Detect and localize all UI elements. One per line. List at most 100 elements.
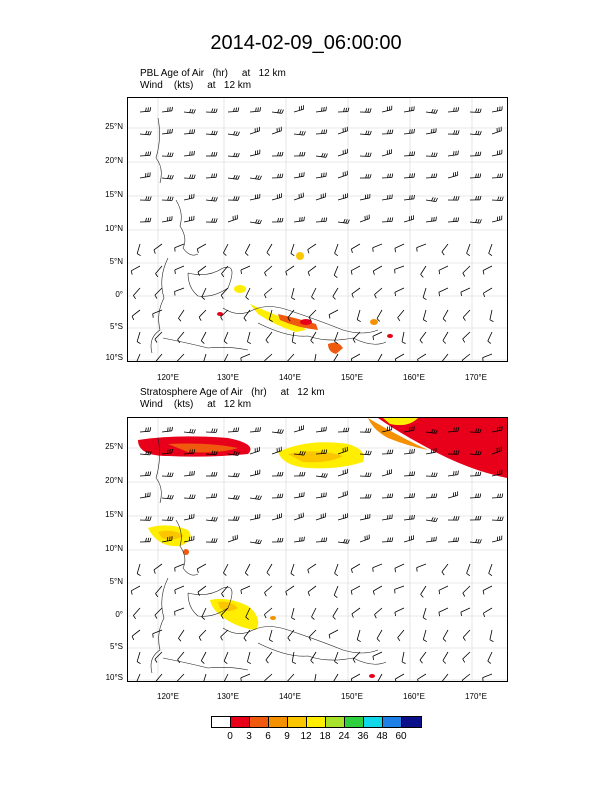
wind-barb: [271, 493, 284, 499]
wind-barb: [315, 537, 328, 543]
wind-barb: [183, 535, 195, 543]
wind-barb: [466, 243, 471, 257]
wind-barb: [271, 151, 284, 157]
air-patch: [300, 319, 312, 325]
wind-barb: [227, 174, 240, 180]
wind-barb: [183, 215, 195, 223]
wind-barb: [351, 243, 361, 253]
wind-barb: [469, 515, 482, 521]
wind-barb: [359, 193, 371, 201]
wind-barb: [271, 446, 282, 455]
wind-barb: [397, 629, 405, 642]
wind-barb: [161, 106, 173, 113]
wind-barb: [447, 130, 460, 135]
wind-barb: [397, 309, 405, 322]
wind-barb: [482, 353, 493, 361]
wind-barb: [337, 126, 348, 135]
wind-barb: [469, 493, 482, 499]
map-gridlines: [128, 98, 507, 361]
legend-swatch: [402, 717, 421, 727]
plot-title: 2014-02-09_06:00:00: [210, 32, 402, 54]
wind-barb: [381, 514, 393, 521]
wind-barb: [139, 217, 152, 223]
wind-barb: [438, 265, 449, 275]
wind-barb: [491, 493, 504, 499]
wind-barb: [315, 492, 327, 499]
wind-barb: [491, 173, 504, 179]
wind-barb: [394, 563, 405, 573]
legend-tick: 6: [265, 731, 271, 742]
wind-barb: [488, 243, 493, 257]
wind-barbs: [130, 105, 504, 361]
wind-barb: [351, 563, 361, 573]
wind-barb: [469, 471, 482, 477]
wind-barb: [224, 353, 229, 361]
lon-label: 120°E: [157, 692, 179, 701]
wind-barb: [447, 196, 460, 201]
wind-barb: [287, 309, 295, 322]
wind-barb: [334, 243, 339, 257]
wind-barb: [403, 106, 415, 113]
wind-barb: [359, 152, 372, 157]
wind-barb: [291, 287, 296, 300]
wind-barb: [161, 536, 173, 543]
wind-barb: [249, 126, 260, 135]
wind-barb: [271, 108, 284, 114]
wind-barb: [394, 265, 405, 274]
wind-barb: [176, 673, 185, 681]
wind-barb: [183, 108, 196, 114]
air-patch: [168, 443, 238, 453]
wind-barb: [271, 173, 284, 179]
wind-barb: [220, 629, 229, 641]
lat-label: 15°N: [105, 190, 123, 199]
lat-label: 0°: [115, 610, 123, 619]
wind-barb: [337, 148, 348, 157]
wind-barb: [153, 243, 163, 254]
legend-swatch: [250, 717, 269, 727]
wind-barb: [337, 218, 350, 224]
wind-barb: [266, 563, 273, 576]
wind-barb: [374, 607, 383, 619]
legend-tick: 0: [227, 731, 233, 742]
wind-barb: [264, 607, 273, 619]
wind-barb: [447, 171, 459, 179]
wind-barb: [332, 607, 339, 620]
wind-barb: [249, 495, 262, 500]
wind-barb: [249, 513, 261, 521]
wind-barb: [462, 585, 471, 597]
air-patch: [383, 418, 418, 426]
wind-barb: [136, 563, 141, 577]
wind-barb: [359, 130, 372, 136]
wind-barb: [293, 512, 304, 521]
wind-barb: [337, 538, 350, 544]
lat-label: 10°S: [105, 353, 123, 362]
wind-barb: [205, 493, 218, 499]
wind-barb: [136, 331, 141, 345]
wind-barb: [183, 150, 195, 157]
wind-barb: [307, 243, 317, 254]
wind-barb: [205, 108, 218, 113]
wind-barb: [462, 309, 471, 321]
legend-swatch: [383, 717, 402, 727]
wind-barb: [315, 449, 328, 455]
wind-barb: [359, 472, 372, 477]
wind-barb: [337, 446, 348, 455]
wind-barb: [291, 607, 296, 620]
wind-barb: [381, 105, 393, 113]
air-patch: [234, 285, 246, 293]
wind-barb: [442, 309, 449, 322]
air-patch: [387, 334, 393, 338]
lat-label: 25°N: [105, 442, 123, 451]
wind-barb: [420, 585, 427, 598]
legend-tick: 18: [319, 731, 331, 742]
wind-barb: [220, 607, 229, 619]
wind-barb: [154, 607, 163, 619]
wind-barb: [337, 490, 348, 499]
wind-barb: [223, 563, 229, 576]
wind-barb: [205, 450, 218, 456]
legend-tick: 9: [284, 731, 290, 742]
wind-barb: [136, 243, 141, 257]
wind-barb: [352, 651, 361, 663]
lat-label: 15°N: [105, 510, 123, 519]
wind-barb: [372, 243, 383, 252]
